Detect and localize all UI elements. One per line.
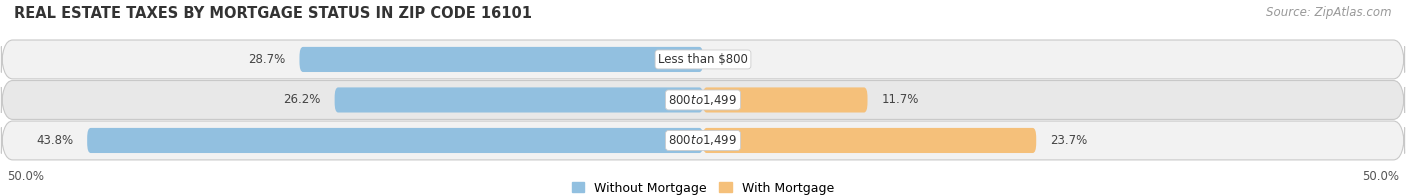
Text: 50.0%: 50.0% — [7, 170, 44, 183]
Text: $800 to $1,499: $800 to $1,499 — [668, 93, 738, 107]
FancyBboxPatch shape — [1, 121, 1405, 160]
FancyBboxPatch shape — [87, 128, 703, 153]
Text: 43.8%: 43.8% — [37, 134, 73, 147]
Legend: Without Mortgage, With Mortgage: Without Mortgage, With Mortgage — [572, 181, 834, 195]
FancyBboxPatch shape — [703, 128, 1036, 153]
Text: 50.0%: 50.0% — [1362, 170, 1399, 183]
Text: 11.7%: 11.7% — [882, 93, 920, 106]
Text: 0.0%: 0.0% — [717, 53, 747, 66]
FancyBboxPatch shape — [703, 87, 868, 113]
FancyBboxPatch shape — [1, 81, 1405, 119]
Text: 28.7%: 28.7% — [249, 53, 285, 66]
Text: 26.2%: 26.2% — [283, 93, 321, 106]
FancyBboxPatch shape — [299, 47, 703, 72]
Text: REAL ESTATE TAXES BY MORTGAGE STATUS IN ZIP CODE 16101: REAL ESTATE TAXES BY MORTGAGE STATUS IN … — [14, 6, 531, 21]
Text: Less than $800: Less than $800 — [658, 53, 748, 66]
Text: Source: ZipAtlas.com: Source: ZipAtlas.com — [1267, 6, 1392, 19]
Text: 23.7%: 23.7% — [1050, 134, 1087, 147]
FancyBboxPatch shape — [1, 40, 1405, 79]
Text: $800 to $1,499: $800 to $1,499 — [668, 133, 738, 147]
FancyBboxPatch shape — [335, 87, 703, 113]
